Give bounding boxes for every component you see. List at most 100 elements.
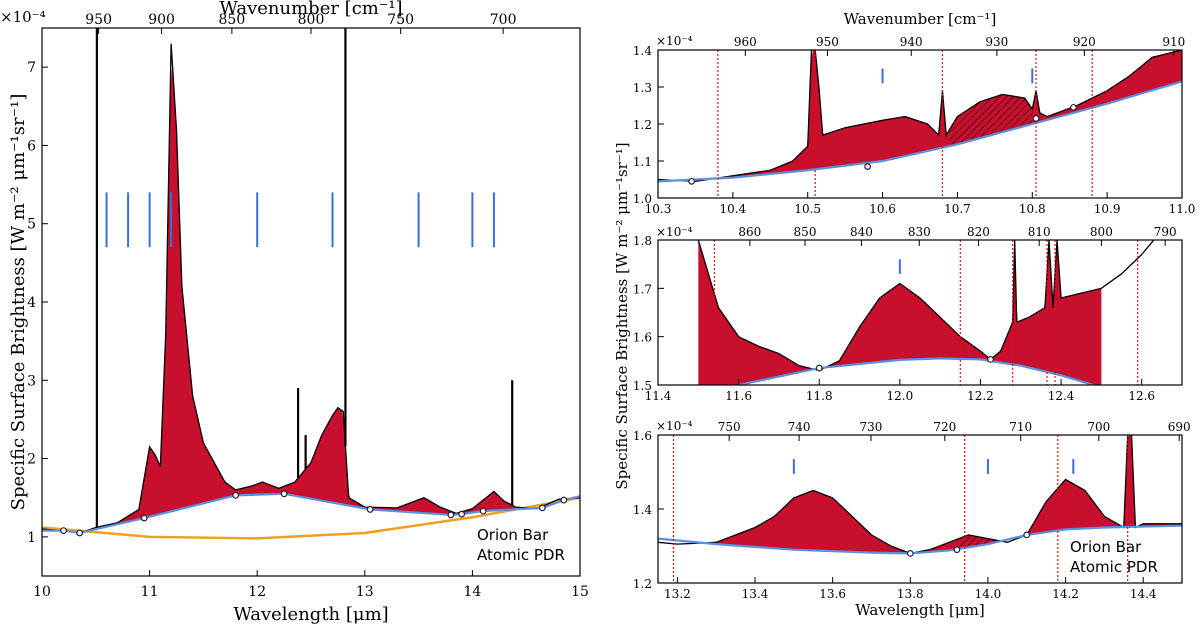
- y-tick-label: 6: [27, 138, 36, 154]
- continuum-anchor-point: [366, 506, 374, 513]
- right-top-x2-axis-label: Wavenumber [cm⁻¹]: [844, 10, 997, 28]
- panel-1-continuum-line: [658, 80, 1182, 183]
- right-bottom-y-multiplier: ×10⁻⁴: [656, 419, 693, 433]
- continuum-anchor-point: [953, 546, 961, 554]
- continuum-anchor-point: [280, 490, 288, 498]
- continuum-anchor-point: [987, 355, 994, 363]
- continuum-anchor-point: [232, 491, 240, 499]
- x-tick-label: 10.6: [869, 202, 896, 216]
- x2-tick-label: 730: [859, 420, 882, 434]
- continuum-anchor-point: [815, 364, 823, 372]
- x-tick-label: 10.4: [719, 202, 746, 216]
- continuum-anchor-point: [479, 507, 487, 515]
- left-annotation-line1: Orion Bar: [477, 526, 549, 544]
- x2-tick-label: 710: [1009, 420, 1032, 434]
- y-tick-label: 1.1: [633, 155, 652, 169]
- right-shared-y-axis-label: Specific Surface Brightness [W m⁻² μm⁻¹s…: [613, 142, 631, 489]
- y-tick-label: 2: [27, 452, 36, 468]
- panel-0-spectrum-line: [42, 43, 580, 534]
- x-tick-label: 10: [33, 584, 51, 600]
- x-tick-label: 10.9: [1094, 202, 1121, 216]
- x2-tick-label: 740: [788, 420, 811, 434]
- x2-tick-label: 700: [490, 12, 517, 28]
- left-x2-axis-label: Wavenumber [cm⁻¹]: [219, 0, 402, 19]
- y-tick-label: 1.8: [633, 234, 652, 248]
- x2-tick-label: 700: [1087, 420, 1110, 434]
- continuum-anchor-point: [906, 550, 914, 557]
- x2-tick-label: 900: [148, 12, 175, 28]
- x2-tick-label: 840: [850, 225, 873, 239]
- continuum-anchor-point: [1070, 103, 1077, 111]
- y-tick-label: 1.2: [633, 118, 652, 132]
- x2-tick-label: 810: [1028, 225, 1051, 239]
- y-tick-label: 7: [27, 60, 36, 76]
- x-tick-label: 13.8: [897, 587, 924, 601]
- x2-tick-label: 820: [967, 225, 990, 239]
- x-tick-label: 14.2: [1052, 587, 1079, 601]
- x-tick-label: 11.8: [806, 389, 833, 403]
- x2-tick-label: 950: [816, 35, 839, 49]
- panel-1-feature-fill: [658, 50, 1182, 182]
- y-tick-label: 4: [27, 295, 36, 311]
- x-tick-label: 14.0: [975, 587, 1002, 601]
- global-continuum-line: [42, 496, 580, 540]
- continuum-anchor-point: [140, 514, 148, 522]
- x-tick-label: 10.5: [794, 202, 821, 216]
- left-y-multiplier: ×10⁻⁴: [0, 8, 46, 26]
- x-tick-label: 11.4: [645, 389, 672, 403]
- x-tick-label: 13: [356, 584, 374, 600]
- y-tick-label: 1.2: [633, 577, 652, 591]
- panel-2-continuum-line: [735, 357, 1098, 385]
- panel-2-plot-area: [697, 240, 1155, 385]
- continuum-anchor-point: [688, 177, 696, 185]
- x2-tick-label: 920: [1073, 35, 1096, 49]
- x2-tick-label: 960: [734, 35, 757, 49]
- continuum-anchor-point: [864, 163, 871, 170]
- right-top-y-multiplier: ×10⁻⁴: [656, 34, 693, 48]
- panel-2-frame: [657, 239, 1183, 386]
- y-tick-label: 1.0: [633, 192, 652, 206]
- x2-tick-label: 750: [718, 420, 741, 434]
- panel-3-continuum-line: [658, 524, 1182, 555]
- right-middle-y-multiplier: ×10⁻⁴: [656, 225, 693, 239]
- y-tick-label: 3: [27, 373, 36, 389]
- continuum-anchor-point: [60, 527, 67, 534]
- x2-tick-label: 750: [387, 12, 414, 28]
- panel-1-plot-area: [658, 50, 1182, 198]
- x2-tick-label: 950: [85, 12, 112, 28]
- continuum-anchor-point: [76, 529, 84, 537]
- panel-3-plot-area: [658, 435, 1182, 583]
- panel-3-feature-fill: [658, 435, 1182, 554]
- x-tick-label: 10.7: [944, 202, 971, 216]
- x-tick-label: 14: [463, 584, 481, 600]
- y-tick-label: 1.6: [633, 429, 652, 443]
- x-tick-label: 11.0: [1169, 202, 1196, 216]
- y-tick-label: 5: [27, 217, 36, 233]
- x-tick-label: 13.2: [664, 587, 691, 601]
- continuum-anchor-point: [560, 496, 568, 504]
- x2-tick-label: 720: [933, 420, 956, 434]
- left-annotation-line2: Atomic PDR: [477, 546, 565, 564]
- x2-tick-label: 910: [1162, 35, 1185, 49]
- continuum-anchor-point: [447, 511, 455, 519]
- panel-1-hatched-region: [949, 94, 1033, 147]
- x-tick-label: 12: [248, 584, 266, 600]
- panel-0-plot-area: [42, 28, 580, 540]
- x2-tick-label: 690: [1168, 420, 1191, 434]
- x-tick-label: 14.4: [1130, 587, 1157, 601]
- x-tick-label: 13.4: [742, 587, 769, 601]
- y-tick-label: 1.4: [633, 44, 652, 58]
- right-annotation-line1: Orion Bar: [1070, 538, 1142, 556]
- x2-tick-label: 790: [1154, 225, 1177, 239]
- x-tick-label: 12.0: [886, 389, 913, 403]
- right-annotation-line2: Atomic PDR: [1070, 558, 1158, 576]
- x2-tick-label: 930: [985, 35, 1008, 49]
- panel-2-feature-fill: [698, 240, 1102, 385]
- x2-tick-label: 860: [738, 225, 761, 239]
- x-tick-label: 13.6: [819, 587, 846, 601]
- y-tick-label: 1.4: [633, 503, 652, 517]
- continuum-anchor-point: [458, 510, 466, 518]
- panel-0-feature-fill: [42, 63, 580, 533]
- x2-tick-label: 800: [1090, 225, 1113, 239]
